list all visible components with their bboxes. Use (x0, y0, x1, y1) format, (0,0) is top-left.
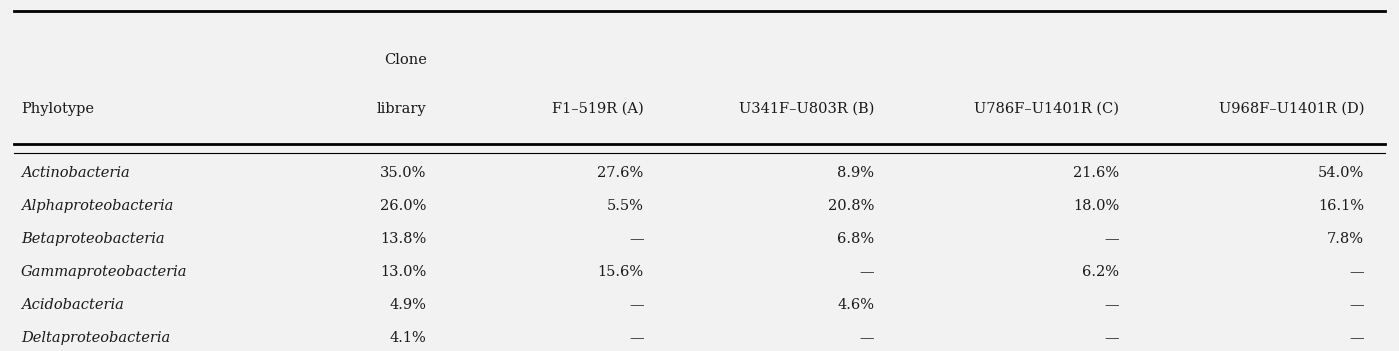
Text: 6.2%: 6.2% (1083, 265, 1119, 279)
Text: 16.1%: 16.1% (1318, 199, 1364, 213)
Text: Alphaproteobacteria: Alphaproteobacteria (21, 199, 173, 213)
Text: —: — (630, 331, 644, 345)
Text: 13.8%: 13.8% (381, 232, 427, 246)
Text: —: — (630, 298, 644, 312)
Text: —: — (1105, 298, 1119, 312)
Text: 27.6%: 27.6% (597, 166, 644, 180)
Text: 4.6%: 4.6% (838, 298, 874, 312)
Text: Acidobacteria: Acidobacteria (21, 298, 125, 312)
Text: 5.5%: 5.5% (607, 199, 644, 213)
Text: —: — (860, 265, 874, 279)
Text: library: library (378, 102, 427, 116)
Text: —: — (1105, 331, 1119, 345)
Text: —: — (1350, 265, 1364, 279)
Text: 21.6%: 21.6% (1073, 166, 1119, 180)
Text: 7.8%: 7.8% (1328, 232, 1364, 246)
Text: Betaproteobacteria: Betaproteobacteria (21, 232, 165, 246)
Text: —: — (1105, 232, 1119, 246)
Text: —: — (630, 232, 644, 246)
Text: 54.0%: 54.0% (1318, 166, 1364, 180)
Text: 15.6%: 15.6% (597, 265, 644, 279)
Text: 13.0%: 13.0% (381, 265, 427, 279)
Text: —: — (1350, 331, 1364, 345)
Text: U968F–U1401R (D): U968F–U1401R (D) (1219, 102, 1364, 116)
Text: 26.0%: 26.0% (381, 199, 427, 213)
Text: 20.8%: 20.8% (828, 199, 874, 213)
Text: U786F–U1401R (C): U786F–U1401R (C) (974, 102, 1119, 116)
Text: —: — (1350, 298, 1364, 312)
Text: Phylotype: Phylotype (21, 102, 94, 116)
Text: Clone: Clone (383, 53, 427, 67)
Text: 35.0%: 35.0% (381, 166, 427, 180)
Text: F1–519R (A): F1–519R (A) (551, 102, 644, 116)
Text: 18.0%: 18.0% (1073, 199, 1119, 213)
Text: Deltaproteobacteria: Deltaproteobacteria (21, 331, 171, 345)
Text: —: — (860, 331, 874, 345)
Text: U341F–U803R (B): U341F–U803R (B) (739, 102, 874, 116)
Text: 8.9%: 8.9% (838, 166, 874, 180)
Text: 4.9%: 4.9% (390, 298, 427, 312)
Text: 4.1%: 4.1% (390, 331, 427, 345)
Text: Actinobacteria: Actinobacteria (21, 166, 130, 180)
Text: Gammaproteobacteria: Gammaproteobacteria (21, 265, 187, 279)
Text: 6.8%: 6.8% (837, 232, 874, 246)
